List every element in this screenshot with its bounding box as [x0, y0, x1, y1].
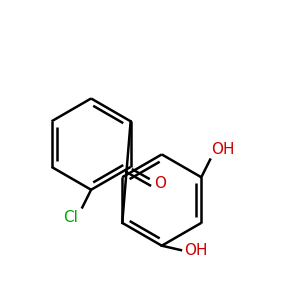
Text: O: O	[154, 176, 166, 191]
Text: OH: OH	[184, 243, 207, 258]
Text: OH: OH	[212, 142, 235, 157]
Text: Cl: Cl	[63, 210, 78, 225]
